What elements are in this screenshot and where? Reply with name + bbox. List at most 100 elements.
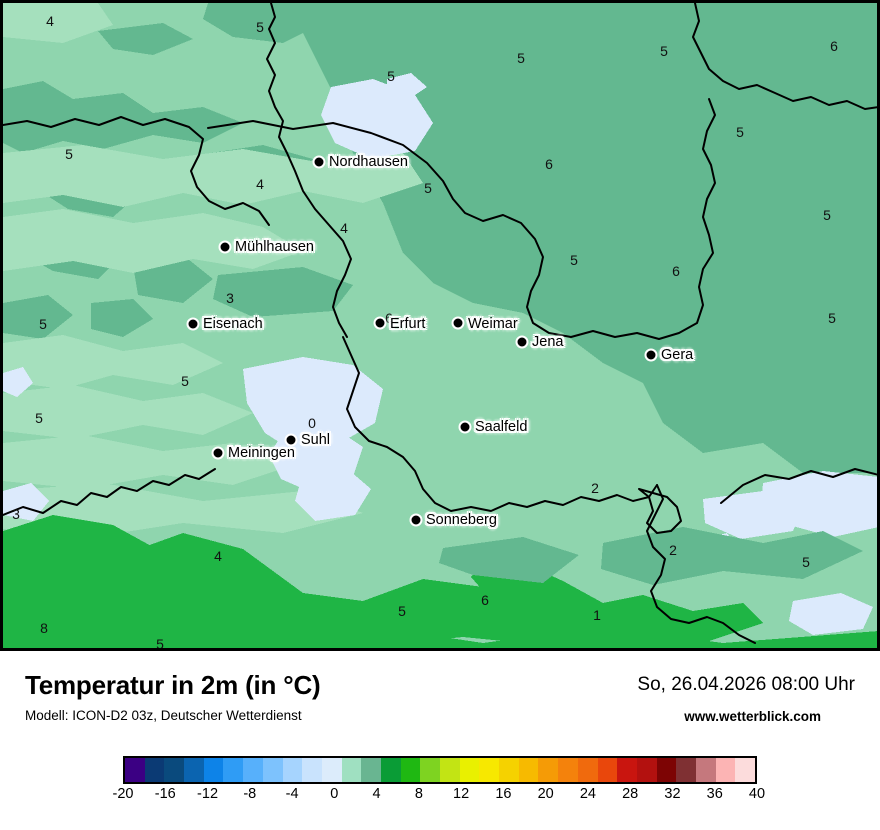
colorbar-swatch <box>380 758 401 782</box>
contour-value-label: 6 <box>830 38 838 54</box>
contour-value-label: 3 <box>12 506 20 522</box>
colorbar-tick: 4 <box>372 786 381 802</box>
colorbar-tick: 28 <box>622 786 639 802</box>
website-label: www.wetterblick.com <box>684 709 821 724</box>
contour-value-label: 6 <box>481 592 489 608</box>
colorbar-swatch <box>125 758 145 782</box>
colorbar-tick: 12 <box>453 786 470 802</box>
colorbar-tick: 16 <box>495 786 512 802</box>
colorbar-swatch <box>597 758 618 782</box>
colorbar-swatch <box>479 758 500 782</box>
colorbar-swatch <box>715 758 736 782</box>
contour-value-label: 1 <box>593 607 601 623</box>
city-marker[interactable] <box>186 317 200 331</box>
contour-value-label: 5 <box>570 252 578 268</box>
colorbar-tick: 36 <box>706 786 723 802</box>
field-band-0c <box>3 73 877 635</box>
colorbar-swatch <box>341 758 362 782</box>
colorbar-swatches[interactable] <box>123 756 757 784</box>
colorbar-tick: -12 <box>197 786 219 802</box>
colorbar-swatch <box>321 758 342 782</box>
city-marker[interactable] <box>458 420 472 434</box>
contour-value-label: 5 <box>802 554 810 570</box>
colorbar-tick: 0 <box>330 786 339 802</box>
colorbar-tick-labels: -20 -16 -12 -8 -4 0 4 8 12 16 20 24 28 32 36 40 <box>113 786 766 808</box>
city-marker[interactable] <box>312 155 326 169</box>
contour-value-label: 3 <box>226 290 234 306</box>
colorbar-swatch <box>223 758 244 782</box>
contour-value-label: 6 <box>385 310 393 326</box>
contour-value-label: 5 <box>35 410 43 426</box>
city-marker[interactable] <box>284 433 298 447</box>
contour-value-label: 5 <box>736 124 744 140</box>
page-title: Temperatur in 2m (in °C) <box>25 670 321 700</box>
colorbar-swatch <box>420 758 440 782</box>
colorbar-swatch <box>538 758 559 782</box>
colorbar-tick: -4 <box>285 786 299 802</box>
colorbar-swatch <box>695 758 716 782</box>
colorbar-tick: 24 <box>579 786 596 802</box>
contour-value-label: 4 <box>214 548 222 564</box>
contour-value-label: 5 <box>156 636 164 651</box>
contour-value-label: 5 <box>387 68 395 84</box>
forecast-datetime: So, 26.04.2026 08:00 Uhr <box>637 674 855 695</box>
colorbar-tick: 8 <box>414 786 423 802</box>
colorbar-swatch <box>577 758 598 782</box>
field-band-8c <box>3 515 763 645</box>
contour-value-label: 6 <box>672 263 680 279</box>
colorbar-tick: 20 <box>537 786 554 802</box>
colorbar-swatch <box>361 758 381 782</box>
colorbar-swatch <box>636 758 657 782</box>
field-band-4c <box>3 3 423 537</box>
city-label: Weimar <box>468 316 518 332</box>
colorbar-swatch <box>282 758 303 782</box>
city-label: Eisenach <box>203 316 263 332</box>
city-marker[interactable] <box>218 240 232 254</box>
city-label: Suhl <box>301 432 331 448</box>
city-marker[interactable] <box>451 316 465 330</box>
contour-value-label: 5 <box>39 316 47 332</box>
colorbar-swatch <box>617 758 637 782</box>
city-label: Saalfeld <box>475 419 528 435</box>
contour-value-label: 6 <box>545 156 553 172</box>
temperature-field-svg <box>3 3 877 648</box>
colorbar-swatch <box>440 758 460 782</box>
weather-map-panel[interactable]: Nordhausen Mühlhausen Eisenach Erfurt Weimar… <box>0 0 880 651</box>
administrative-borders <box>3 3 877 644</box>
colorbar-swatch <box>518 758 539 782</box>
contour-value-label: 5 <box>424 180 432 196</box>
colorbar-swatch <box>302 758 322 782</box>
contour-value-label: 5 <box>660 43 668 59</box>
contour-value-label: 5 <box>517 50 525 66</box>
city-marker[interactable] <box>515 335 529 349</box>
colorbar-swatch <box>656 758 677 782</box>
contour-value-label: 5 <box>398 603 406 619</box>
city-marker[interactable] <box>373 316 387 330</box>
colorbar-swatch <box>400 758 421 782</box>
colorbar-swatch <box>735 758 755 782</box>
colorbar-swatch <box>203 758 224 782</box>
contour-value-label: 4 <box>340 220 348 236</box>
colorbar-swatch <box>164 758 185 782</box>
colorbar-swatch <box>243 758 263 782</box>
city-marker[interactable] <box>211 446 225 460</box>
city-label: Meiningen <box>228 445 295 461</box>
city-marker[interactable] <box>409 513 423 527</box>
city-label: Nordhausen <box>329 154 408 170</box>
contour-value-label: 5 <box>65 146 73 162</box>
temperature-colorbar[interactable]: -20 -16 -12 -8 -4 0 4 8 12 16 20 24 28 32 36 40 <box>113 756 765 802</box>
city-marker[interactable] <box>644 348 658 362</box>
contour-value-label: 5 <box>823 207 831 223</box>
contour-value-label: 5 <box>828 310 836 326</box>
model-subtitle: Modell: ICON-D2 03z, Deutscher Wetterdie… <box>25 708 302 723</box>
colorbar-swatch <box>144 758 165 782</box>
city-label: Erfurt <box>390 316 426 332</box>
city-label: Sonneberg <box>426 512 497 528</box>
city-label: Gera <box>661 347 694 363</box>
colorbar-swatch <box>184 758 204 782</box>
contour-value-label: 5 <box>181 373 189 389</box>
colorbar-swatch <box>558 758 578 782</box>
city-label: Mühlhausen <box>235 239 314 255</box>
colorbar-tick: -16 <box>154 786 176 802</box>
colorbar-swatch <box>499 758 519 782</box>
